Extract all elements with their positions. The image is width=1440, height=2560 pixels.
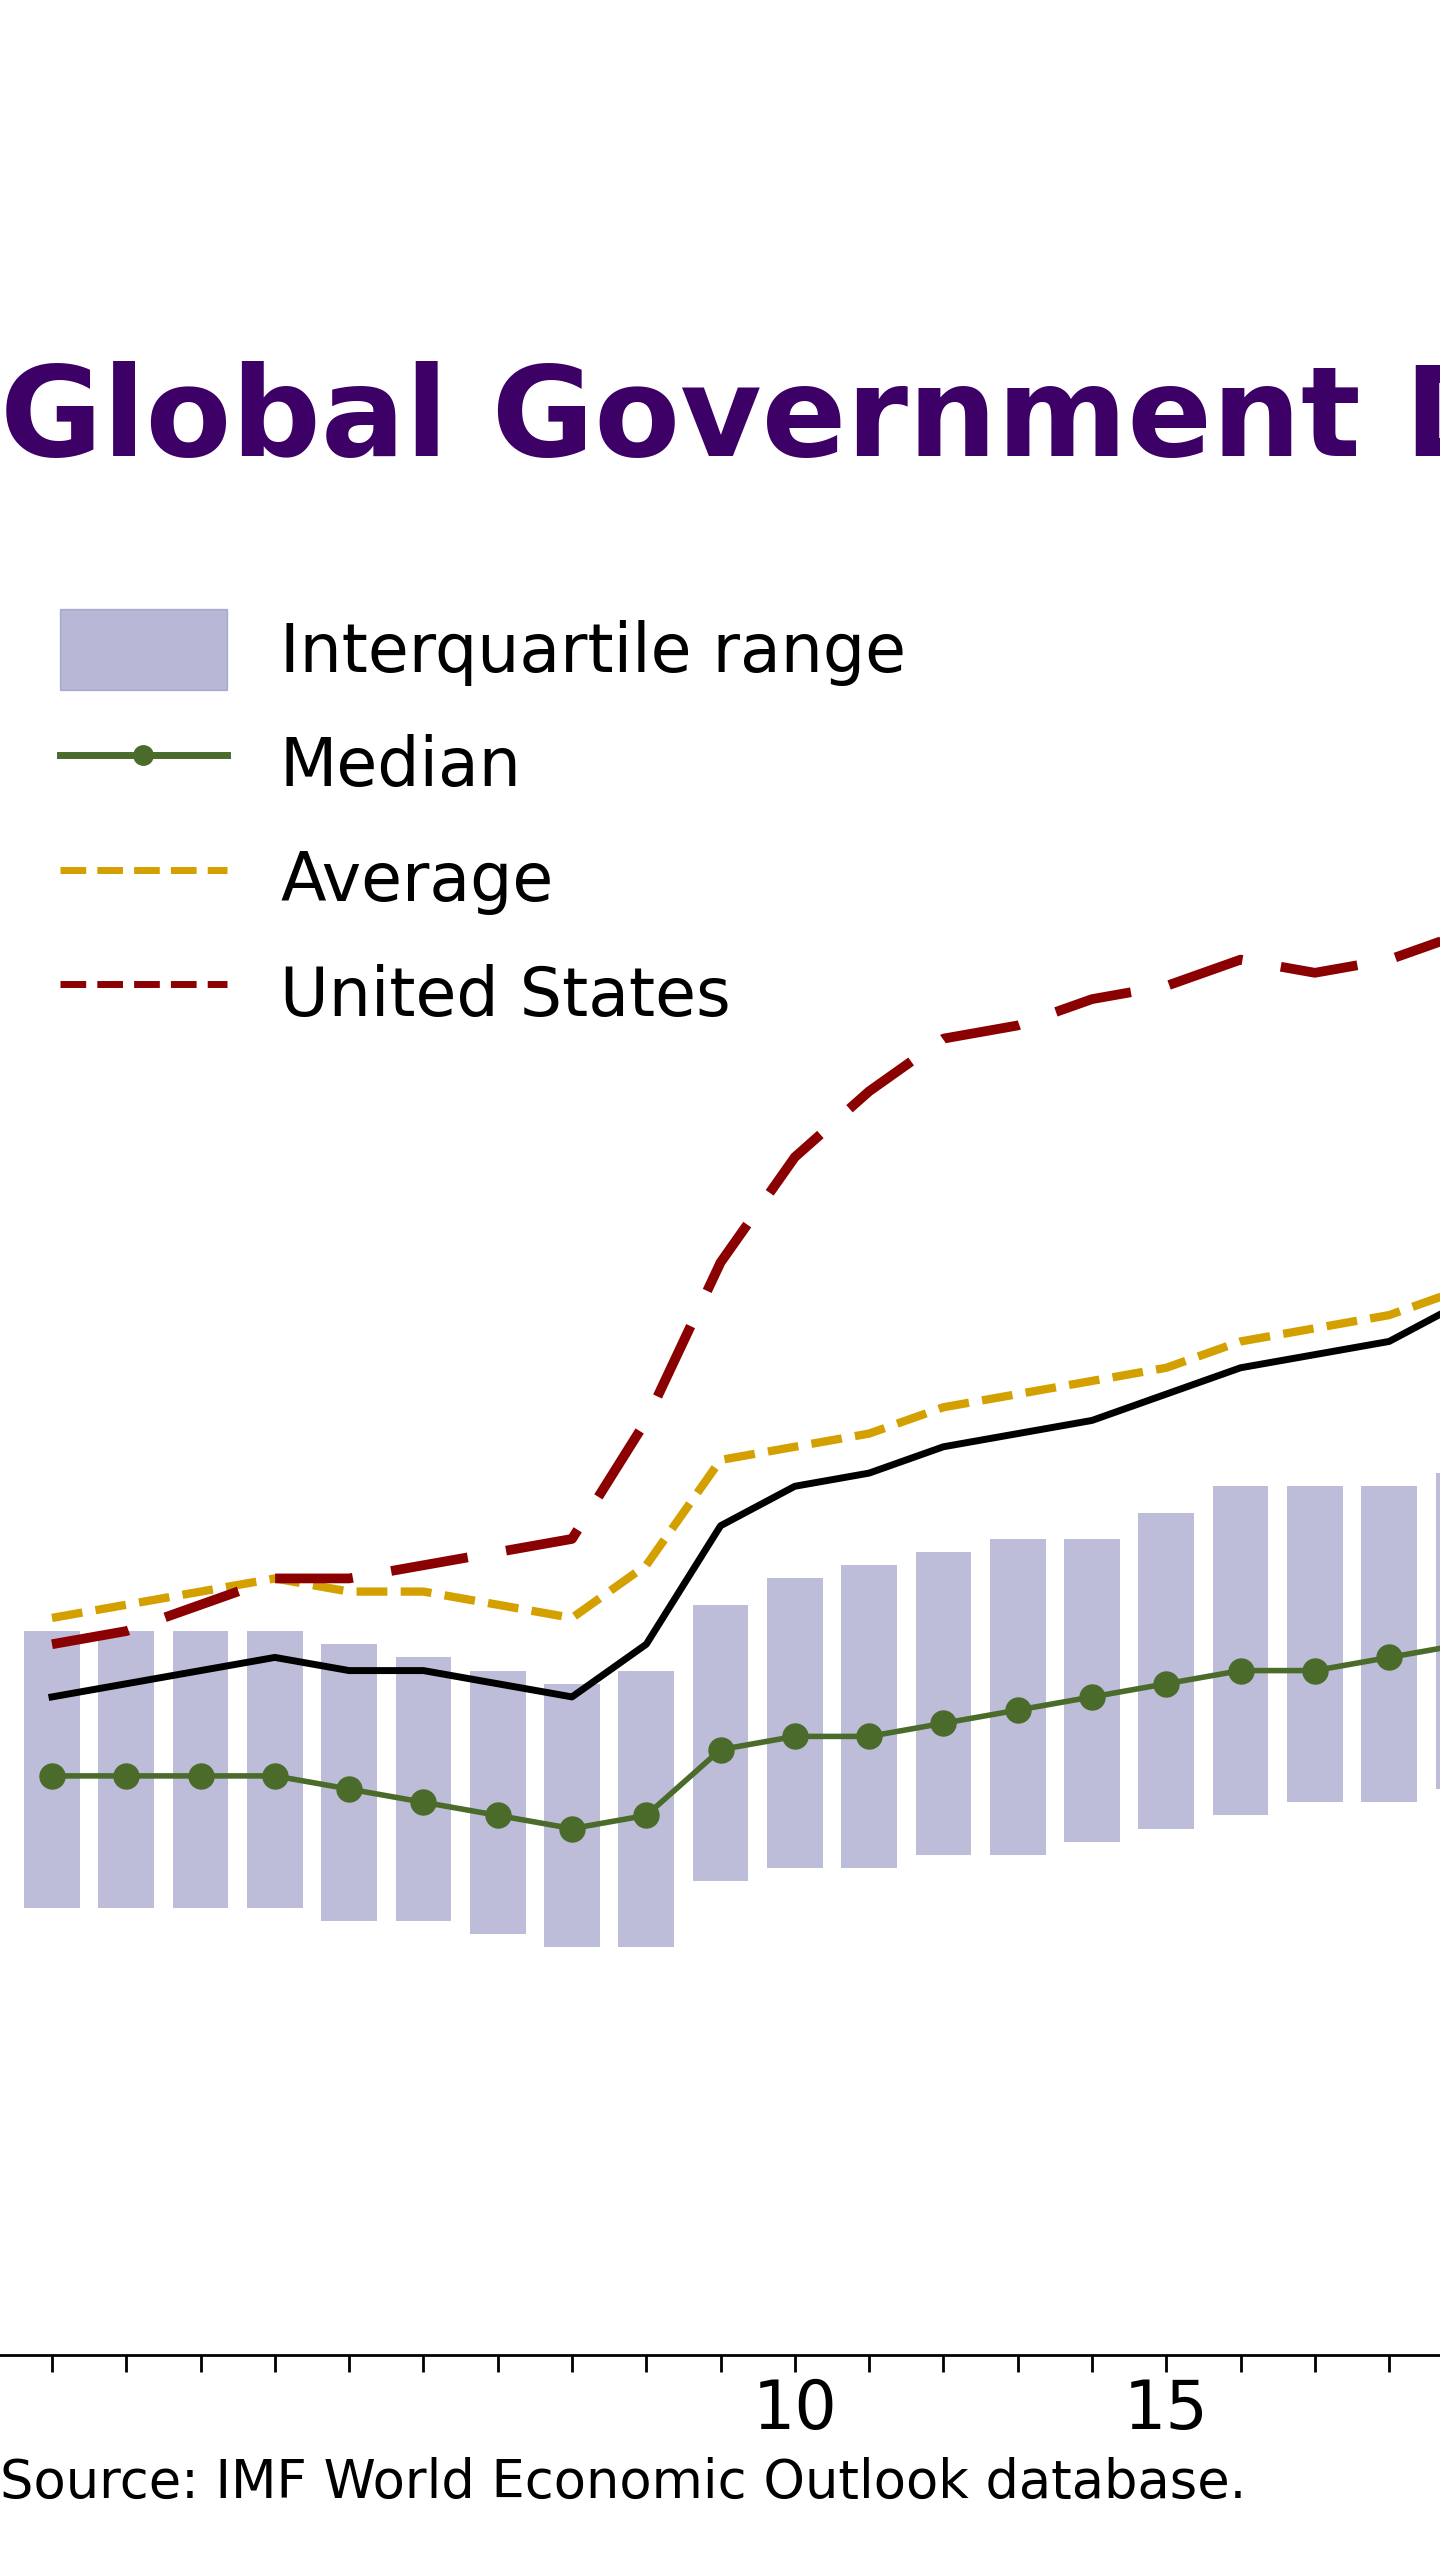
Bar — [1436, 1472, 1440, 1789]
Bar — [24, 1631, 79, 1907]
Bar — [989, 1539, 1045, 1856]
Text: Source: IMF World Economic Outlook database.: Source: IMF World Economic Outlook datab… — [0, 2458, 1247, 2509]
Bar — [396, 1656, 451, 1920]
Bar — [248, 1631, 302, 1907]
Bar — [321, 1644, 377, 1920]
Bar — [173, 1631, 229, 1907]
Bar — [1361, 1487, 1417, 1802]
Bar — [768, 1580, 822, 1869]
Text: Global Government Debt-to-GDP Ratio, 2000–2024: Global Government Debt-to-GDP Ratio, 200… — [0, 361, 1440, 481]
Bar — [618, 1672, 674, 1948]
Bar — [841, 1564, 897, 1869]
Bar — [469, 1672, 526, 1933]
Bar — [1064, 1539, 1120, 1841]
Bar — [1139, 1513, 1194, 1828]
Bar — [98, 1631, 154, 1907]
Bar — [544, 1684, 600, 1948]
Bar — [1212, 1487, 1269, 1815]
Legend: Interquartile range, Median, Average, United States: Interquartile range, Median, Average, Un… — [33, 581, 933, 1060]
Bar — [916, 1551, 972, 1856]
Bar — [1287, 1487, 1342, 1802]
Bar — [693, 1605, 749, 1882]
